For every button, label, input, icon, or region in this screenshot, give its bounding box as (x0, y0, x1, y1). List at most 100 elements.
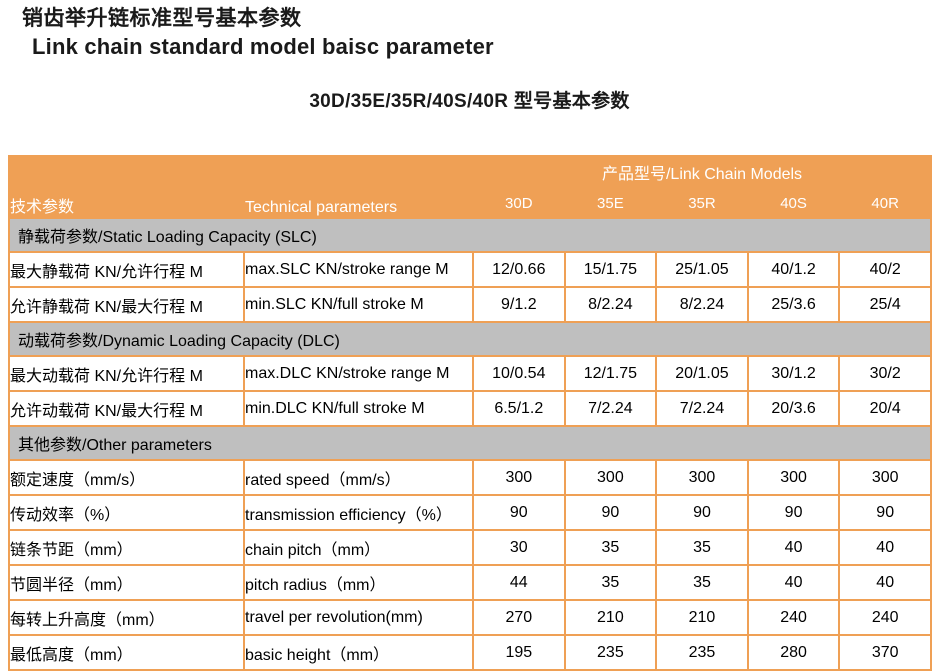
cell-value-40s: 90 (746, 494, 841, 531)
table-header-row-models: 30D 35E 35R 40S 40R (9, 187, 933, 219)
cell-value-35r: 210 (655, 599, 749, 636)
section-band-label: 动载荷参数/Dynamic Loading Capacity (DLC) (7, 321, 933, 357)
header-cell-model-35e: 35E (563, 187, 658, 219)
row-label-en: max.SLC KN/stroke range M (243, 251, 474, 288)
cell-value-40s: 300 (746, 459, 841, 496)
row-label-cn: 链条节距（mm） (8, 529, 245, 566)
cell-value-35e: 15/1.75 (563, 251, 658, 288)
header-cell-models-group: 产品型号/Link Chain Models (471, 155, 933, 189)
cell-value-35r: 90 (655, 494, 749, 531)
section-band-row: 动载荷参数/Dynamic Loading Capacity (DLC) (7, 321, 933, 357)
cell-value-35r: 235 (655, 634, 749, 671)
cell-value-40r: 25/4 (838, 286, 933, 323)
row-label-en: chain pitch（mm） (243, 529, 474, 566)
cell-value-35e: 8/2.24 (563, 286, 658, 323)
cell-value-35r: 20/1.05 (655, 355, 749, 392)
row-label-cn: 允许静载荷 KN/最大行程 M (8, 286, 245, 323)
row-label-cn: 允许动载荷 KN/最大行程 M (8, 390, 245, 427)
cell-value-30d: 195 (472, 634, 566, 671)
row-label-cn: 最低高度（mm） (8, 634, 245, 671)
cell-value-40r: 40 (838, 564, 933, 601)
cell-value-30d: 300 (472, 459, 566, 496)
cell-value-40r: 40 (838, 529, 933, 566)
cell-value-35r: 7/2.24 (655, 390, 749, 427)
title-block: 销齿举升链标准型号基本参数 Link chain standard model … (0, 0, 939, 62)
cell-value-30d: 12/0.66 (472, 251, 566, 288)
cell-value-40r: 40/2 (838, 251, 933, 288)
spec-table: 技术参数 Technical parameters 产品型号/Link Chain … (7, 155, 933, 671)
cell-value-40r: 300 (838, 459, 933, 496)
cell-value-35r: 8/2.24 (655, 286, 749, 323)
row-label-en: travel per revolution(mm) (243, 599, 474, 636)
table-row: 链条节距（mm） chain pitch（mm） 30 35 35 40 40 (8, 529, 933, 566)
row-label-cn: 最大动载荷 KN/允许行程 M (8, 355, 245, 392)
cell-value-30d: 6.5/1.2 (472, 390, 566, 427)
table-row: 最低高度（mm） basic height（mm） 195 235 235 280 370 (8, 634, 933, 671)
cell-value-35r: 35 (655, 564, 749, 601)
table-row: 传动效率（%） transmission efficiency（%） 90 90 90 9… (8, 494, 933, 531)
cell-value-30d: 9/1.2 (472, 286, 566, 323)
section-band-row: 其他参数/Other parameters (7, 425, 933, 461)
cell-value-30d: 270 (472, 599, 566, 636)
row-label-en: max.DLC KN/stroke range M (243, 355, 474, 392)
cell-value-40s: 40/1.2 (746, 251, 841, 288)
cell-value-30d: 10/0.54 (472, 355, 566, 392)
section-title: 30D/35E/35R/40S/40R 型号基本参数 (309, 91, 630, 112)
header-cell-model-30d: 30D (472, 187, 566, 219)
section-band-label: 静载荷参数/Static Loading Capacity (SLC) (7, 217, 933, 253)
cell-value-40s: 30/1.2 (746, 355, 841, 392)
row-label-en: pitch radius（mm） (243, 564, 474, 601)
cell-value-35e: 90 (563, 494, 658, 531)
header-cell-model-40s: 40S (746, 187, 841, 219)
section-band-row: 静载荷参数/Static Loading Capacity (SLC) (7, 217, 933, 253)
cell-value-40r: 370 (838, 634, 933, 671)
cell-value-40s: 40 (746, 529, 841, 566)
cell-value-35e: 7/2.24 (563, 390, 658, 427)
cell-value-40s: 40 (746, 564, 841, 601)
section-band-label: 其他参数/Other parameters (7, 425, 933, 461)
cell-value-40s: 25/3.6 (746, 286, 841, 323)
table-row: 节圆半径（mm） pitch radius（mm） 44 35 35 40 40 (8, 564, 933, 601)
cell-value-30d: 90 (472, 494, 566, 531)
row-label-cn: 每转上升高度（mm） (8, 599, 245, 636)
row-label-cn: 最大静载荷 KN/允许行程 M (8, 251, 245, 288)
row-label-en: rated speed（mm/s） (243, 459, 474, 496)
row-label-en: min.DLC KN/full stroke M (243, 390, 474, 427)
cell-value-35e: 210 (563, 599, 658, 636)
table-row: 每转上升高度（mm） travel per revolution(mm) 270 21… (8, 599, 933, 636)
cell-value-40s: 280 (746, 634, 841, 671)
table-row: 额定速度（mm/s） rated speed（mm/s） 300 300 300 300 3… (8, 459, 933, 496)
header-cell-model-35r: 35R (655, 187, 749, 219)
cell-value-40r: 240 (838, 599, 933, 636)
cell-value-40s: 240 (746, 599, 841, 636)
row-label-en: transmission efficiency（%） (243, 494, 474, 531)
row-label-en: min.SLC KN/full stroke M (243, 286, 474, 323)
header-cell-technical-parameters-cn: 技术参数 (8, 155, 245, 219)
header-cell-model-40r: 40R (838, 187, 933, 219)
row-label-en: basic height（mm） (243, 634, 474, 671)
cell-value-40r: 30/2 (838, 355, 933, 392)
cell-value-40r: 90 (838, 494, 933, 531)
cell-value-35r: 300 (655, 459, 749, 496)
cell-value-30d: 44 (472, 564, 566, 601)
cell-value-35e: 12/1.75 (563, 355, 658, 392)
row-label-cn: 传动效率（%） (8, 494, 245, 531)
header-cell-technical-parameters-en: Technical parameters (243, 155, 474, 219)
cell-value-35e: 35 (563, 564, 658, 601)
cell-value-35e: 300 (563, 459, 658, 496)
spec-table-wrapper: 技术参数 Technical parameters 产品型号/Link Chain … (7, 155, 933, 671)
cell-value-30d: 30 (472, 529, 566, 566)
cell-value-40s: 20/3.6 (746, 390, 841, 427)
table-header-row-group: 技术参数 Technical parameters 产品型号/Link Chain … (8, 155, 933, 219)
row-label-cn: 额定速度（mm/s） (8, 459, 245, 496)
cell-value-35r: 25/1.05 (655, 251, 749, 288)
cell-value-35r: 35 (655, 529, 749, 566)
main-title-english: Link chain standard model baisc paramete… (32, 34, 494, 59)
cell-value-40r: 20/4 (838, 390, 933, 427)
row-label-cn: 节圆半径（mm） (8, 564, 245, 601)
